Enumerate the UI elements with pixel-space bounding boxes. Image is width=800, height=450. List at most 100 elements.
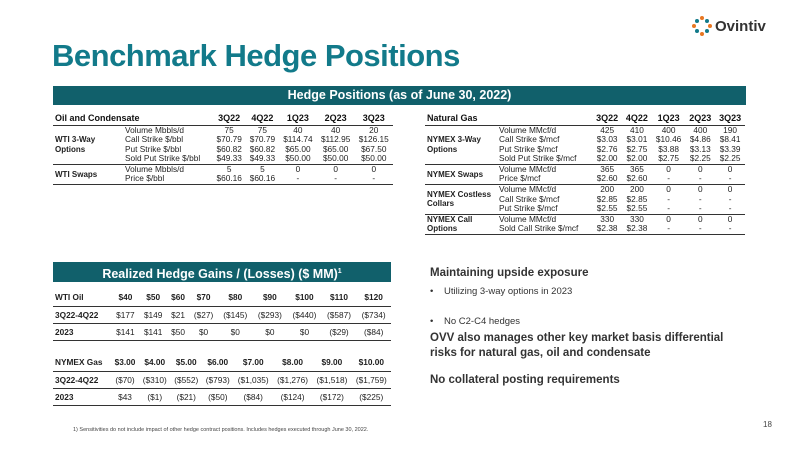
cell-value: ($21) [170,388,203,406]
metric-label: Put Strike $/mcf [499,143,558,154]
cell-value: - [685,224,716,236]
cell-value: $49.33 [212,153,246,165]
hedge-positions-banner: Hedge Positions (as of June 30, 2022) [53,86,746,105]
footnote: 1) Sensitivities do not include impact o… [73,427,369,433]
cell-value: $60.82 [249,143,276,154]
cell-value: $149 [139,306,168,324]
column-header: 3Q23 [715,111,745,126]
column-header: $5.00 [170,354,203,372]
cell-value: $2.75 [626,143,648,154]
cell-value: ($145) [218,306,253,324]
basis-risk-heading: OVV also manages other key market basis … [430,332,724,359]
table-row: 2023 $141 $141 $50 $0 $0 $0 $0 ($29) ($84) [53,323,391,341]
cell-value: ($172) [312,388,352,406]
metric-label: Put Strike $/bbl [125,143,182,154]
cell-value: 400 [661,124,676,135]
row-label: 3Q22-4Q22 [53,371,112,389]
column-header: Oil and Condensate [53,111,213,126]
cell-value: - [728,193,732,204]
cell-value: 40 [331,124,341,135]
column-header: WTI Oil [53,289,112,307]
column-header: NYMEX Gas [53,354,112,372]
cell-value: $60.16 [212,174,246,186]
cell-value: $2.25 [685,153,716,165]
table-row: NYMEX Costless Collars Volume MMcf/d 200 20… [425,184,745,215]
column-header: $70 [189,289,218,307]
metric-label: Volume Mbbls/d [125,163,185,174]
cell-value: $21 [167,306,190,324]
cell-value: $126.15 [358,134,389,145]
cell-value: ($1,518) [312,371,352,389]
cell-value: 200 [630,184,644,195]
column-header: $6.00 [202,354,234,372]
cell-value: ($440) [287,306,322,324]
metric-label: Call Strike $/mcf [499,134,560,145]
cell-value: $112.95 [320,134,351,145]
cell-value: $65.00 [285,143,311,154]
table-row: Price $/mcf $2.60 $2.60- - - [425,174,745,186]
cell-value: - [279,174,317,186]
bullet-item: Utilizing 3-way options in 2023 [430,285,800,299]
cell-value: $3.01 [626,134,648,145]
upside-exposure-heading: Maintaining upside exposure [430,267,589,279]
table-row: NYMEX Call Options Volume MMcf/d 330 330 0 0 0 [425,213,745,236]
cell-value: - [651,203,686,215]
cell-value: 0 [295,163,301,174]
metric-label: Price $/mcf [497,174,593,186]
realized-hedge-banner: Realized Hedge Gains / (Losses) ($ MM)1 [53,262,391,282]
row-label: 2023 [53,388,112,406]
header-row: NYMEX Gas $3.00 $4.00 $5.00 $6.00 $7.00 $8.00 $… [53,354,391,372]
cell-value: $2.55 [622,203,652,215]
table-row: Call Strike $/mcf $3.03 $3.01 $10.46 $4.86 $8… [425,134,745,145]
cell-value: $2.75 [651,153,686,165]
table-row: 3Q22-4Q22 ($70) ($310) ($552) ($793) ($1,035)… [53,371,391,389]
table-row: Sold Put Strike $/mcf $2.00 $2.00 $2.75 $2.2… [425,153,745,165]
column-header: $60 [167,289,190,307]
group-label: WTI 3-Way Options [53,125,123,165]
cell-value: - [698,193,702,204]
cell-value: $2.76 [596,143,618,154]
page-number: 18 [763,420,772,429]
column-header: 2Q23 [685,111,716,126]
cell-value: $3.39 [719,143,741,154]
table-row: Put Strike $/bbl $60.82 $60.82 $65.00 $65.00… [53,143,393,155]
cell-value: 365 [630,163,644,174]
cell-value: 200 [600,184,615,195]
metric-label: Volume MMcf/d [499,184,557,195]
metric-label: Put Strike $/mcf [497,203,593,215]
cell-value: $50.00 [279,153,317,165]
column-header: $120 [356,289,391,307]
metric-label: Volume MMcf/d [499,213,557,224]
header-row: Oil and Condensate 3Q22 4Q22 1Q23 2Q23 3Q23 [53,111,393,126]
cell-value: 0 [697,163,703,174]
metric-label: Volume MMcf/d [499,163,557,174]
cell-value: 0 [697,184,703,195]
cell-value: 40 [293,124,303,135]
metric-label: Price $/bbl [123,174,213,186]
cell-value: 20 [369,124,379,135]
cell-value: 0 [666,184,671,195]
cell-value: $3.88 [658,143,679,154]
cell-value: $3.03 [596,134,618,145]
table-row: Call Strike $/bbl $70.79 $70.79 $114.74 $112… [53,134,393,145]
header-row: WTI Oil $40 $50 $60 $70 $80 $90 $100 $110 $120 [53,289,391,307]
cell-value: 0 [666,163,671,174]
cell-value: 410 [630,124,644,135]
group-label: WTI Swaps [53,164,123,186]
cell-value: $0 [218,323,253,341]
column-header: $10.00 [351,354,391,372]
cell-value: $60.16 [245,174,280,186]
column-header: 4Q22 [622,111,652,126]
cell-value: 0 [697,213,703,224]
cell-value: - [316,174,355,186]
cell-value: $70.79 [216,134,242,145]
cell-value: ($1) [138,388,171,406]
cell-value: ($1,035) [233,371,273,389]
table-row: 2023 $43 ($1) ($21) ($50) ($84) ($124) ($172) ($… [53,388,391,406]
metric-label: Sold Put Strike $/mcf [497,153,593,165]
cell-value: $8.41 [719,134,741,145]
table-row: Put Strike $/mcf $2.55 $2.55- - - [425,203,745,215]
cell-value: ($225) [351,388,391,406]
cell-value: - [685,203,716,215]
column-header: 4Q22 [245,111,280,126]
